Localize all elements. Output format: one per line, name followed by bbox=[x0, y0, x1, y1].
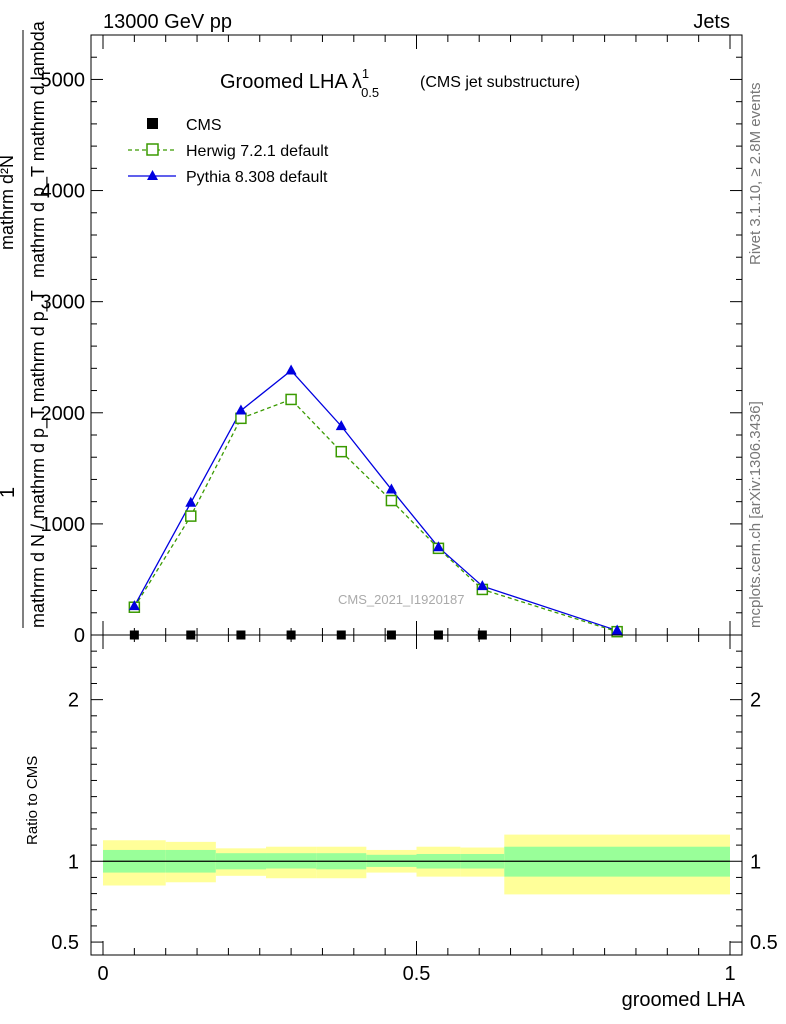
herwig-point bbox=[185, 510, 197, 522]
ratio-ytick-label-right: 1 bbox=[750, 851, 761, 873]
ylabel-numerator: mathrm d²N bbox=[0, 155, 17, 250]
title-symbol: λ bbox=[352, 71, 362, 93]
ratio-ytick-label-right: 2 bbox=[750, 690, 761, 712]
title-sup: 1 bbox=[362, 66, 369, 81]
pythia-point bbox=[185, 496, 197, 507]
ratio-axis-ticks: 0.5 0.5 1 1 2 2 0 0.5 1 bbox=[51, 635, 778, 985]
pythia-point bbox=[385, 483, 397, 494]
chart-title: Groomed LHA λ1 0.5 bbox=[220, 66, 379, 100]
legend-marker-herwig bbox=[146, 143, 159, 156]
ratio-xtick-label: 0 bbox=[97, 963, 108, 985]
ratio-xlabel: groomed LHA bbox=[622, 989, 746, 1011]
ratio-xtick-label: 0.5 bbox=[403, 963, 431, 985]
main-ytick-label: 5000 bbox=[41, 69, 86, 91]
ratio-bands-group bbox=[103, 834, 730, 895]
energy-label: 13000 GeV pp bbox=[103, 11, 232, 33]
ratio-ytick-label: 1 bbox=[68, 851, 79, 873]
ratio-ytick-label: 2 bbox=[68, 690, 79, 712]
upper-ylabel: 1 mathrm d N / mathrm d p_T mathrm d p_T… bbox=[0, 20, 49, 628]
legend-marker-cms bbox=[147, 118, 158, 129]
herwig-point bbox=[285, 393, 297, 406]
pythia-point bbox=[432, 541, 444, 552]
ratio-ytick-label: 0.5 bbox=[51, 932, 79, 954]
chart-title-text: Groomed LHA bbox=[220, 71, 348, 93]
herwig-point bbox=[235, 412, 247, 425]
main-ytick-label: 2000 bbox=[41, 403, 86, 425]
ratio-panel-frame bbox=[90, 634, 743, 956]
legend-label-pythia: Pythia 8.308 default bbox=[186, 169, 328, 186]
herwig-point bbox=[335, 445, 348, 458]
chart-subtitle: (CMS jet substructure) bbox=[420, 74, 580, 91]
main-ytick-label: 1000 bbox=[41, 514, 86, 536]
ylabel-numerator-sub: mathrm d p_T mathrm d lambda bbox=[28, 20, 49, 278]
legend-label-cms: CMS bbox=[186, 117, 222, 134]
main-ytick-label: 0 bbox=[74, 625, 85, 647]
ratio-ytick-label-right: 0.5 bbox=[750, 932, 778, 954]
pythia-point bbox=[128, 600, 140, 611]
ratio-xtick-label: 1 bbox=[724, 963, 735, 985]
title-sub: 0.5 bbox=[361, 85, 379, 100]
main-ytick-label: 3000 bbox=[41, 292, 86, 314]
legend-label-herwig: Herwig 7.2.1 default bbox=[186, 143, 329, 160]
pythia-point bbox=[235, 404, 247, 415]
main-ytick-label: 4000 bbox=[41, 181, 86, 203]
pythia-point bbox=[335, 420, 347, 431]
legend: CMS Herwig 7.2.1 default Pythia 8.308 de… bbox=[128, 117, 329, 186]
pythia-point bbox=[611, 624, 623, 635]
mcplots-label: mcplots.cern.ch [arXiv:1306.3436] bbox=[747, 401, 764, 628]
ratio-ylabel: Ratio to CMS bbox=[24, 756, 41, 845]
ylabel-one: 1 bbox=[0, 487, 19, 498]
herwig-point bbox=[385, 494, 398, 507]
pythia-point bbox=[476, 580, 488, 591]
rivet-label: Rivet 3.1.10, ≥ 2.8M events bbox=[747, 83, 764, 266]
legend-marker-pythia bbox=[147, 170, 158, 180]
analysis-watermark: CMS_2021_I1920187 bbox=[338, 592, 465, 607]
pythia-point bbox=[285, 364, 297, 375]
process-label: Jets bbox=[693, 11, 730, 33]
main-axis-ticks: 0 1000 2000 3000 4000 5000 bbox=[41, 34, 742, 647]
ylabel-denominator: mathrm d N / mathrm d p_T mathrm d p_T bbox=[28, 290, 49, 628]
